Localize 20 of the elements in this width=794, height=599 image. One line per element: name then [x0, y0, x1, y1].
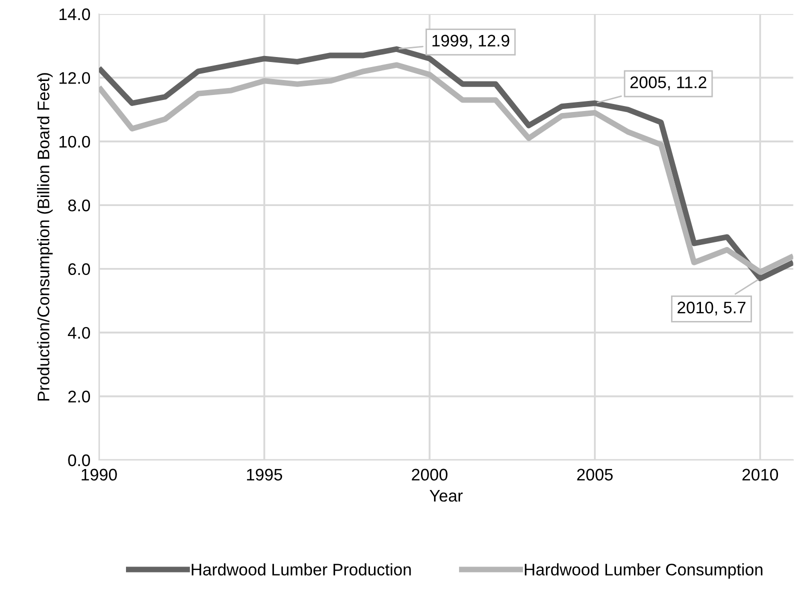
- x-axis-title: Year: [430, 490, 463, 502]
- x-tick-label: 1990: [82, 468, 117, 481]
- y-tick-label: 2.0: [68, 390, 90, 402]
- y-tick-label: 14.0: [60, 8, 90, 20]
- y-tick-label: 10.0: [60, 136, 90, 148]
- legend-label: Hardwood Lumber Production: [192, 563, 411, 576]
- y-tick-label: 4.0: [68, 326, 90, 339]
- annotation: 2005, 11.2: [630, 76, 706, 90]
- y-axis-title: Production/Consumption (Billion Board Feet): [37, 73, 53, 401]
- y-tick-label: 0.0: [68, 454, 90, 466]
- x-tick-label: 2005: [577, 468, 613, 481]
- y-tick-label: 6.0: [68, 263, 90, 276]
- x-tick-label: 1995: [247, 468, 282, 481]
- y-tick-label: 8.0: [68, 200, 90, 212]
- y-tick-label: 12.0: [60, 72, 90, 84]
- legend-label: Hardwood Lumber Consumption: [524, 563, 762, 579]
- x-tick-label: 2000: [412, 468, 448, 481]
- x-tick-label: 2010: [742, 468, 778, 481]
- annotation: 2010, 5.7: [678, 302, 746, 316]
- annotation: 1999, 12.9: [432, 34, 510, 49]
